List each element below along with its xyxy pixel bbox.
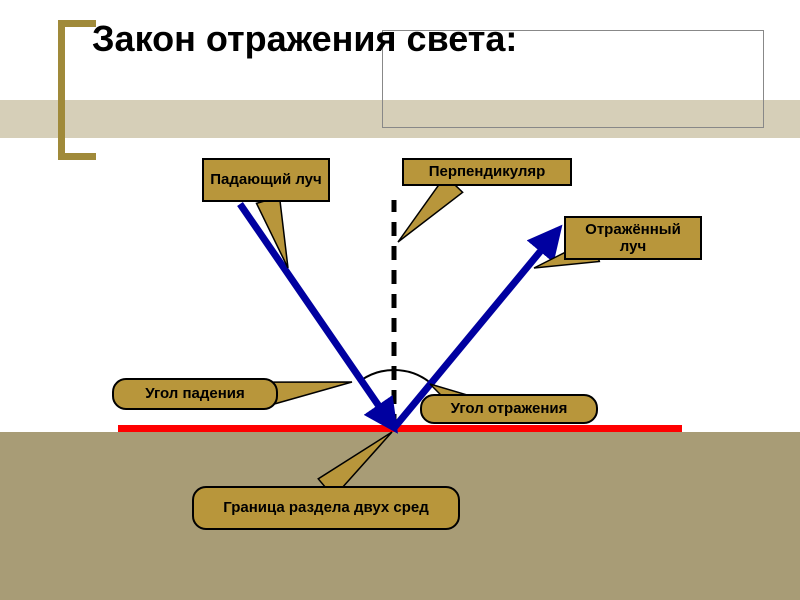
diagram-stage: Закон отражения света: Падающий луч Перп…: [0, 0, 800, 600]
label-reflected-ray: Отражённый луч: [564, 216, 702, 260]
label-angle-incidence: Угол падения: [112, 378, 278, 410]
angle-arcs: [361, 370, 431, 383]
label-incident-ray: Падающий луч: [202, 158, 330, 202]
label-boundary: Граница раздела двух сред: [192, 486, 460, 530]
boundary-line: [118, 425, 682, 432]
label-perpendicular: Перпендикуляр: [402, 158, 572, 186]
page-title: Закон отражения света:: [92, 18, 517, 59]
label-angle-reflection: Угол отражения: [420, 394, 598, 424]
title-bracket: [58, 20, 96, 160]
